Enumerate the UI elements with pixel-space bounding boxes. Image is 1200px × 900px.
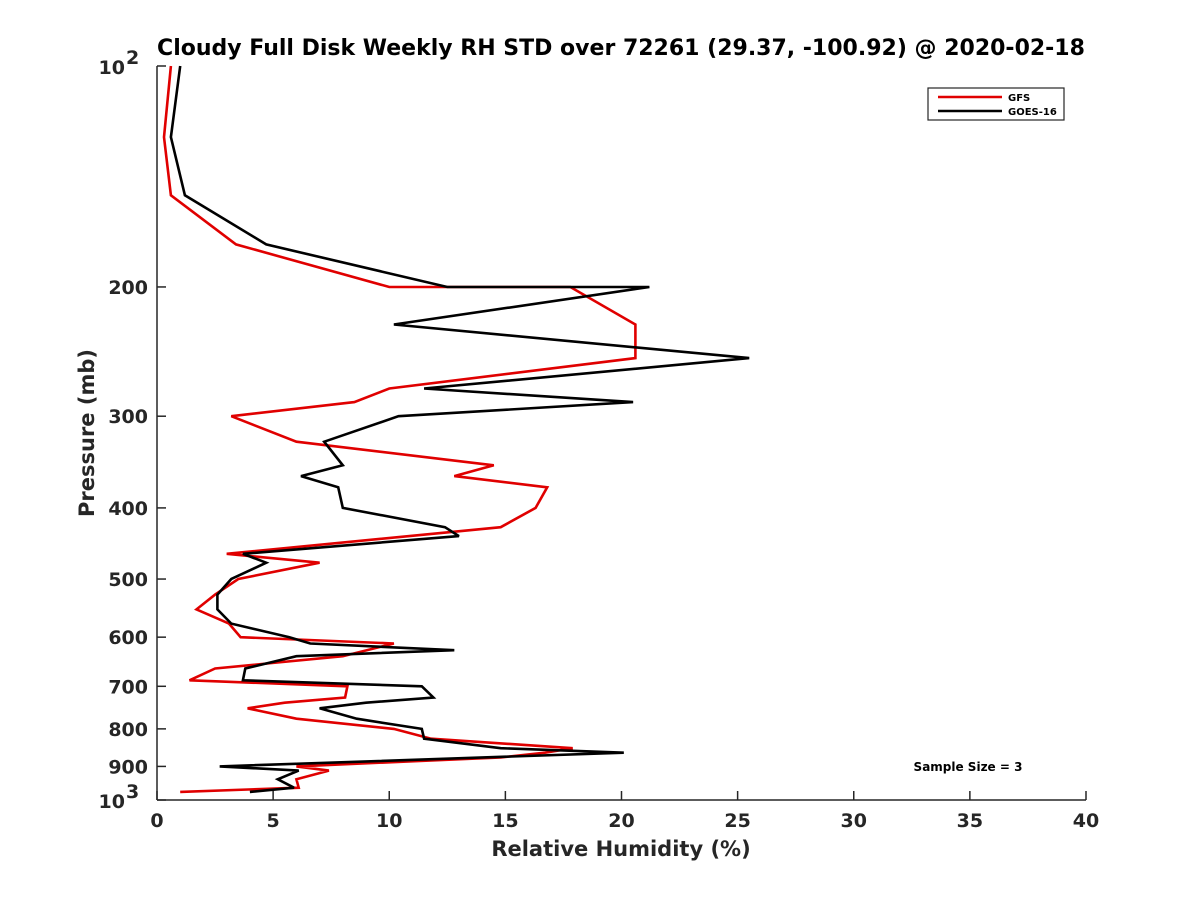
x-tick-label: 0	[150, 810, 163, 832]
y-tick-label: 10	[99, 57, 125, 79]
x-tick-label: 5	[267, 810, 280, 832]
y-tick-label-exponent: 3	[126, 781, 139, 803]
x-tick-label: 10	[376, 810, 402, 832]
x-tick-label: 25	[724, 810, 750, 832]
legend-entry-gfs: GFS	[1008, 93, 1030, 104]
y-axis-label: Pressure (mb)	[75, 349, 99, 517]
legend-entry-goes16: GOES-16	[1008, 107, 1057, 118]
y-tick-label: 10	[99, 791, 125, 813]
y-tick-label: 700	[108, 676, 148, 698]
x-tick-label: 20	[608, 810, 634, 832]
sample-size-annotation: Sample Size = 3	[914, 760, 1023, 774]
y-tick-label: 900	[108, 756, 148, 778]
y-tick-label: 600	[108, 627, 148, 649]
y-tick-label: 200	[108, 277, 148, 299]
plot-area	[157, 66, 1086, 800]
y-tick-label: 400	[108, 498, 148, 520]
x-tick-label: 30	[841, 810, 867, 832]
y-tick-label: 300	[108, 406, 148, 428]
y-tick-label-exponent: 2	[126, 47, 139, 69]
chart-title: Cloudy Full Disk Weekly RH STD over 7226…	[157, 36, 1085, 61]
x-ticks: 0 5 10 15 20 25 30 35 40	[150, 791, 1099, 832]
series-line-goes16	[169, 65, 750, 794]
y-tick-label: 800	[108, 719, 148, 741]
x-tick-label: 40	[1073, 810, 1099, 832]
x-tick-label: 35	[957, 810, 983, 832]
legend: GFS GOES-16	[927, 87, 1065, 121]
series-line-gfs	[162, 65, 637, 794]
series-group	[162, 65, 750, 794]
y-tick-label: 500	[108, 569, 148, 591]
x-tick-label: 15	[492, 810, 518, 832]
legend-box	[927, 87, 1065, 121]
x-axis-label: Relative Humidity (%)	[491, 837, 750, 861]
